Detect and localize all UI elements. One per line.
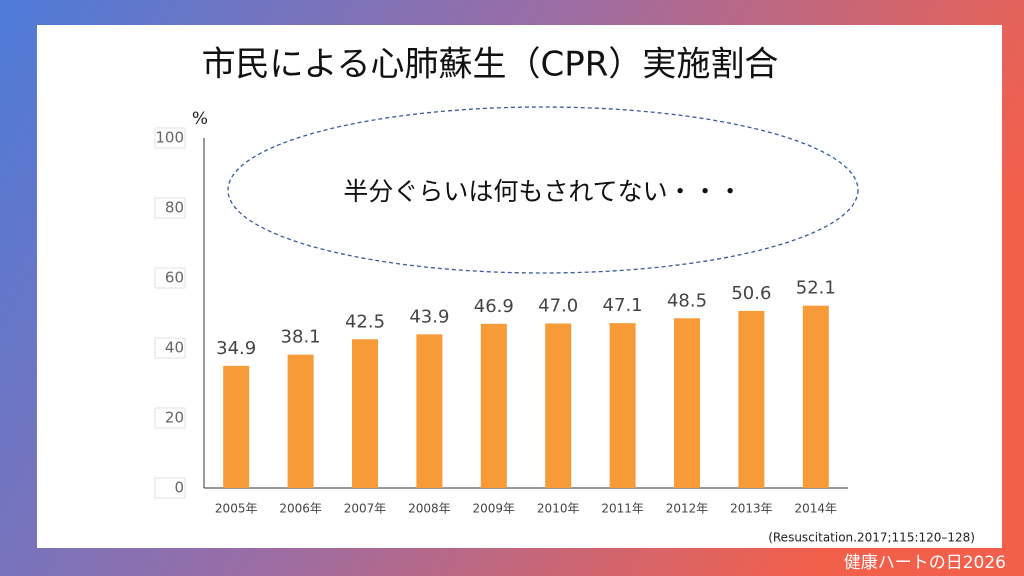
bar [609,323,636,488]
x-tick-label: 2010年 [537,502,580,516]
bar [545,323,572,488]
annotation: 半分ぐらいは何もされてない・・・ [343,177,742,206]
x-tick-label: 2014年 [795,502,838,516]
x-tick-label: 2013年 [730,502,773,516]
y-axis-unit: % [192,109,208,129]
y-tick-box [154,477,186,499]
x-tick-label: 2008年 [408,502,451,516]
annotation-ellipse [227,106,859,274]
value-label: 48.5 [667,290,707,311]
bar [352,339,378,488]
bar [802,305,829,488]
value-label: 34.9 [216,338,256,359]
value-label: 47.1 [603,295,643,316]
footer: 健康ハートの日2026 [844,553,1006,573]
y-tick-label: 0 [174,479,184,497]
value-label: 46.9 [474,296,514,317]
y-tick-box [154,127,186,149]
x-tick-label: 2009年 [473,502,516,516]
x-tick-label: 2011年 [601,502,644,516]
value-label: 43.9 [409,306,449,327]
y-tick-box [154,267,186,289]
x-tick-label: 2007年 [344,502,387,516]
source: (Resuscitation.2017;115:120–128) [768,531,975,545]
bar [674,318,700,488]
y-tick-label: 60 [165,269,184,287]
x-tick-label: 2012年 [666,502,709,516]
bar [287,354,314,488]
y-tick-label: 20 [165,409,184,427]
bar [480,323,507,488]
y-tick-box [154,197,186,219]
panel [37,25,1002,548]
y-tick-box [154,407,186,429]
x-tick-label: 2006年 [279,502,322,516]
value-label: 42.5 [345,311,385,332]
value-label: 52.1 [796,278,836,299]
y-tick-box [154,337,186,359]
value-label: 38.1 [281,327,321,348]
x-tick-label: 2005年 [215,502,258,516]
y-tick-label: 100 [155,129,184,147]
value-label: 47.0 [538,296,578,317]
y-tick-label: 80 [165,199,184,217]
y-tick-label: 40 [165,339,184,357]
bar [738,310,765,488]
value-label: 50.6 [731,283,771,304]
bar [223,365,250,488]
bar [416,334,443,488]
chart-title: 市民による心肺蘇生（CPR）実施割合 [202,45,779,85]
